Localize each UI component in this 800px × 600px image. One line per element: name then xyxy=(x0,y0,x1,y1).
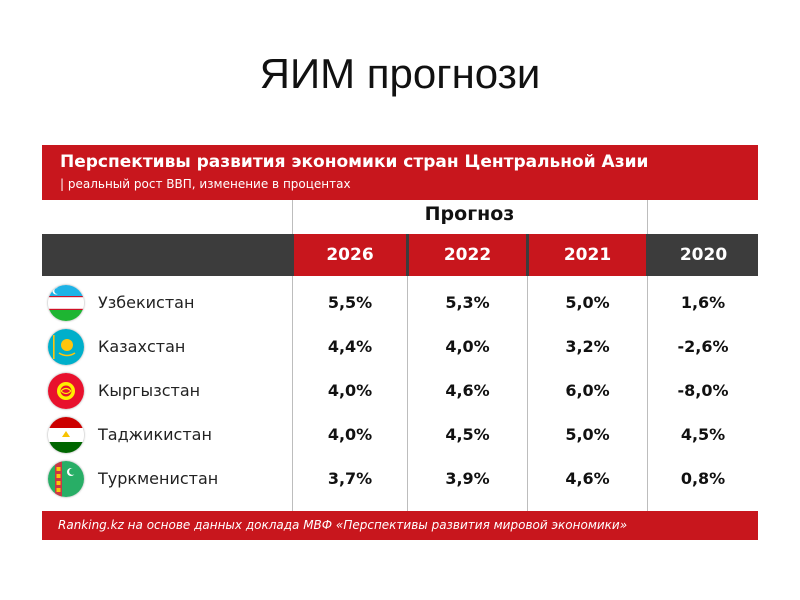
year-header-2026: 2026 xyxy=(294,234,406,276)
value-cell: 0,8% xyxy=(680,469,726,488)
value-cell: 3,2% xyxy=(565,337,610,356)
value-cell: 4,0% xyxy=(445,337,490,356)
value-cell: 4,0% xyxy=(327,381,373,400)
table-subtitle: | реальный рост ВВП, изменение в процент… xyxy=(60,177,351,191)
year-header-2020: 2020 xyxy=(649,234,758,276)
forecast-group-label: Прогноз xyxy=(424,203,515,225)
value-cell: 3,9% xyxy=(445,469,490,488)
column-divider xyxy=(292,200,293,511)
value-cell: 5,3% xyxy=(445,293,490,312)
turkmenistan-flag-icon xyxy=(48,461,84,497)
gdp-forecast-table: Перспективы развития экономики стран Цен… xyxy=(42,145,758,540)
value-cell: -8,0% xyxy=(677,381,729,400)
source-footer: Ranking.kz на основе данных доклада МВФ … xyxy=(42,511,758,540)
value-cell: 4,6% xyxy=(565,469,610,488)
year-header-2022: 2022 xyxy=(409,234,526,276)
value-cell: 4,4% xyxy=(327,337,373,356)
country-name: Узбекистан xyxy=(98,293,195,312)
kyrgyzstan-flag-icon xyxy=(48,373,84,409)
table-row: Кыргызстан 4,0% 4,6% 6,0% -8,0% xyxy=(42,369,758,413)
slide-title: ЯИМ прогнози xyxy=(259,50,541,97)
country-name: Казахстан xyxy=(98,337,186,356)
table-row: Узбекистан 5,5% 5,3% 5,0% 1,6% xyxy=(42,281,758,325)
column-divider xyxy=(647,200,648,511)
value-cell: 6,0% xyxy=(565,381,610,400)
country-name: Кыргызстан xyxy=(98,381,201,400)
value-cell: 4,0% xyxy=(327,425,373,444)
value-cell: 3,7% xyxy=(327,469,373,488)
value-cell: 5,5% xyxy=(327,293,373,312)
value-cell: 4,5% xyxy=(680,425,726,444)
value-cell: 1,6% xyxy=(680,293,726,312)
country-name: Таджикистан xyxy=(98,425,212,444)
year-header-2021: 2021 xyxy=(529,234,646,276)
table-row: Таджикистан 4,0% 4,5% 5,0% 4,5% xyxy=(42,413,758,457)
table-header-banner: Перспективы развития экономики стран Цен… xyxy=(42,145,758,200)
value-cell: 4,6% xyxy=(445,381,490,400)
value-cell: -2,6% xyxy=(677,337,729,356)
tajikistan-flag-icon xyxy=(48,417,84,453)
table-title: Перспективы развития экономики стран Цен… xyxy=(60,152,649,172)
value-cell: 5,0% xyxy=(565,425,610,444)
table-row: Туркменистан 3,7% 3,9% 4,6% 0,8% xyxy=(42,457,758,501)
uzbekistan-flag-icon xyxy=(48,285,84,321)
value-cell: 5,0% xyxy=(565,293,610,312)
column-divider xyxy=(407,234,408,511)
source-text: Ranking.kz на основе данных доклада МВФ … xyxy=(58,518,628,532)
value-cell: 4,5% xyxy=(445,425,490,444)
kazakhstan-flag-icon xyxy=(48,329,84,365)
table-row: Казахстан 4,4% 4,0% 3,2% -2,6% xyxy=(42,325,758,369)
column-divider xyxy=(527,234,528,511)
country-name: Туркменистан xyxy=(98,469,219,488)
